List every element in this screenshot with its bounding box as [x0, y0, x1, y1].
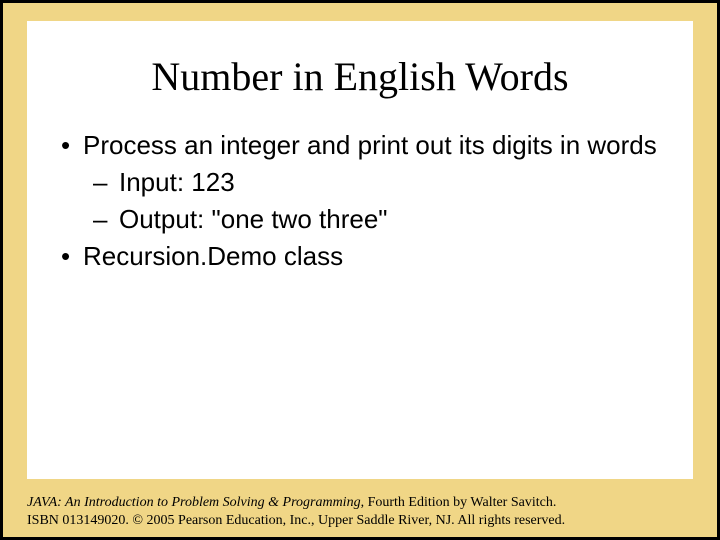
sub-text: Input: 123 — [119, 165, 665, 200]
footer-edition: , Fourth Edition by Walter Savitch. — [361, 495, 557, 510]
bullet-marker: • — [55, 128, 83, 163]
sub-marker: – — [93, 165, 119, 200]
footer-book-title: JAVA: An Introduction to Problem Solving… — [27, 495, 361, 510]
bullet-list: • Process an integer and print out its d… — [55, 128, 665, 274]
bullet-text: Process an integer and print out its dig… — [83, 128, 665, 163]
sub-item: – Input: 123 — [55, 165, 665, 200]
slide-footer: JAVA: An Introduction to Problem Solving… — [27, 494, 693, 529]
sub-marker: – — [93, 202, 119, 237]
sub-text: Output: "one two three" — [119, 202, 665, 237]
slide-content-area: Number in English Words • Process an int… — [27, 21, 693, 479]
slide-title: Number in English Words — [55, 53, 665, 100]
footer-copyright: ISBN 013149020. © 2005 Pearson Education… — [27, 513, 565, 528]
bullet-text: Recursion.Demo class — [83, 239, 665, 274]
sub-item: – Output: "one two three" — [55, 202, 665, 237]
bullet-item: • Process an integer and print out its d… — [55, 128, 665, 163]
bullet-marker: • — [55, 239, 83, 274]
bullet-item: • Recursion.Demo class — [55, 239, 665, 274]
